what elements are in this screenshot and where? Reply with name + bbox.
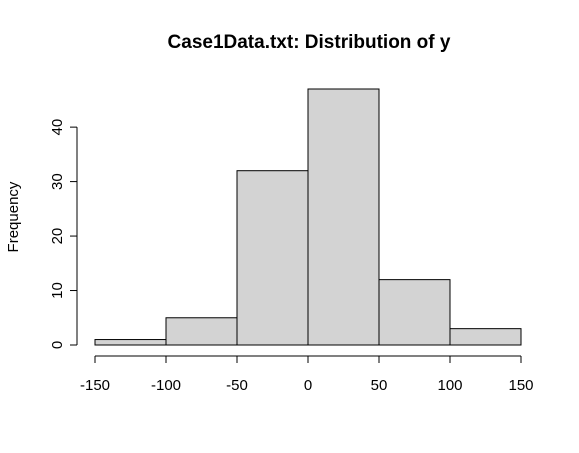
y-tick-label: 20 — [49, 228, 66, 245]
x-tick-label: -50 — [226, 377, 248, 394]
y-axis: 0 10 20 30 40 — [49, 119, 78, 349]
y-tick-label: 30 — [49, 173, 66, 190]
x-tick-label: 150 — [508, 377, 533, 394]
y-tick-label: 40 — [49, 119, 66, 136]
histogram-bar — [449, 328, 522, 346]
x-tick-label: -100 — [151, 377, 181, 394]
x-tick-label: -150 — [80, 377, 110, 394]
x-tick-label: 50 — [371, 377, 388, 394]
x-tick-label: 0 — [304, 377, 312, 394]
x-axis: -150 -100 -50 0 50 100 150 — [80, 355, 534, 394]
histogram-bar — [236, 170, 309, 346]
histogram-bar — [94, 339, 167, 346]
histogram-bar — [307, 88, 380, 346]
bars-group — [94, 88, 522, 346]
chart-title: Case1Data.txt: Distribution of y — [168, 32, 451, 53]
y-tick-label: 0 — [49, 341, 66, 349]
histogram-bar — [165, 317, 238, 346]
y-tick-label: 10 — [49, 282, 66, 299]
histogram-bar — [378, 279, 451, 346]
y-axis-label: Frequency — [5, 181, 22, 252]
x-tick-label: 100 — [437, 377, 462, 394]
